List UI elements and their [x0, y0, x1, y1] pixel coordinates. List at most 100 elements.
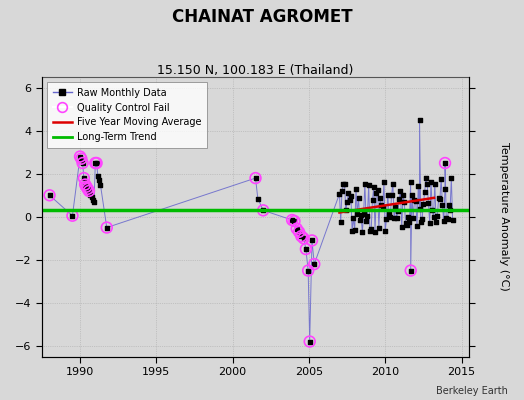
- Point: [435, 196, 444, 202]
- Point: [254, 195, 262, 202]
- Point: [91, 160, 100, 166]
- Point: [288, 217, 297, 223]
- Point: [365, 182, 373, 188]
- Point: [368, 196, 377, 203]
- Point: [377, 202, 386, 208]
- Point: [416, 205, 424, 212]
- Point: [345, 197, 354, 204]
- Point: [407, 267, 415, 274]
- Point: [352, 186, 360, 192]
- Point: [398, 224, 406, 230]
- Point: [302, 246, 310, 252]
- Point: [83, 186, 92, 192]
- Point: [335, 191, 344, 197]
- Point: [305, 338, 314, 345]
- Point: [46, 192, 54, 198]
- Point: [292, 226, 301, 232]
- Point: [88, 194, 96, 201]
- Point: [437, 176, 445, 182]
- Point: [434, 194, 443, 201]
- Point: [68, 212, 77, 219]
- Point: [372, 190, 380, 196]
- Point: [46, 192, 54, 198]
- Point: [252, 175, 260, 181]
- Point: [304, 267, 312, 274]
- Point: [443, 216, 452, 222]
- Point: [344, 190, 353, 197]
- Point: [367, 226, 375, 232]
- Point: [363, 213, 372, 219]
- Point: [404, 214, 412, 221]
- Point: [375, 225, 383, 231]
- Point: [341, 180, 349, 187]
- Point: [308, 237, 316, 244]
- Point: [305, 338, 314, 345]
- Point: [353, 210, 362, 217]
- Point: [411, 198, 420, 204]
- Point: [92, 160, 101, 166]
- Point: [76, 153, 84, 160]
- Point: [438, 202, 446, 208]
- Point: [385, 211, 393, 218]
- Point: [366, 228, 374, 234]
- Point: [299, 235, 308, 242]
- Point: [288, 217, 297, 223]
- Point: [374, 187, 382, 193]
- Point: [394, 208, 402, 214]
- Point: [447, 174, 455, 181]
- Point: [410, 197, 419, 204]
- Point: [381, 228, 389, 235]
- Point: [378, 204, 387, 210]
- Point: [92, 160, 101, 166]
- Point: [449, 217, 457, 224]
- Point: [369, 184, 378, 190]
- Text: CHAINAT AGROMET: CHAINAT AGROMET: [172, 8, 352, 26]
- Point: [371, 228, 379, 235]
- Point: [351, 227, 359, 233]
- Point: [299, 235, 308, 242]
- Legend: Raw Monthly Data, Quality Control Fail, Five Year Moving Average, Long-Term Tren: Raw Monthly Data, Quality Control Fail, …: [47, 82, 208, 148]
- Point: [444, 202, 453, 208]
- Point: [259, 207, 267, 214]
- Point: [420, 189, 429, 196]
- Point: [383, 215, 391, 222]
- Point: [304, 267, 312, 274]
- Point: [422, 175, 430, 182]
- Point: [446, 207, 454, 213]
- Point: [80, 175, 88, 181]
- Point: [290, 218, 299, 224]
- Point: [339, 181, 347, 187]
- Point: [441, 160, 449, 166]
- Point: [80, 175, 88, 181]
- Point: [389, 180, 397, 187]
- Point: [376, 195, 384, 201]
- Y-axis label: Temperature Anomaly (°C): Temperature Anomaly (°C): [499, 142, 509, 291]
- Point: [405, 219, 413, 226]
- Point: [297, 233, 305, 239]
- Point: [259, 207, 267, 214]
- Point: [414, 183, 422, 190]
- Point: [356, 216, 364, 223]
- Point: [290, 218, 299, 224]
- Point: [297, 233, 305, 239]
- Point: [359, 211, 368, 217]
- Point: [82, 184, 91, 190]
- Point: [391, 204, 400, 210]
- Point: [103, 224, 111, 231]
- Point: [79, 160, 87, 166]
- Point: [91, 160, 100, 166]
- Point: [417, 219, 425, 225]
- Point: [77, 156, 85, 162]
- Point: [358, 229, 366, 236]
- Point: [82, 184, 91, 190]
- Point: [361, 180, 369, 187]
- Point: [431, 180, 439, 187]
- Point: [347, 193, 355, 199]
- Point: [384, 191, 392, 198]
- Point: [419, 201, 428, 207]
- Point: [395, 196, 403, 203]
- Point: [96, 181, 105, 188]
- Text: Berkeley Earth: Berkeley Earth: [436, 386, 508, 396]
- Point: [295, 229, 303, 235]
- Point: [380, 179, 388, 185]
